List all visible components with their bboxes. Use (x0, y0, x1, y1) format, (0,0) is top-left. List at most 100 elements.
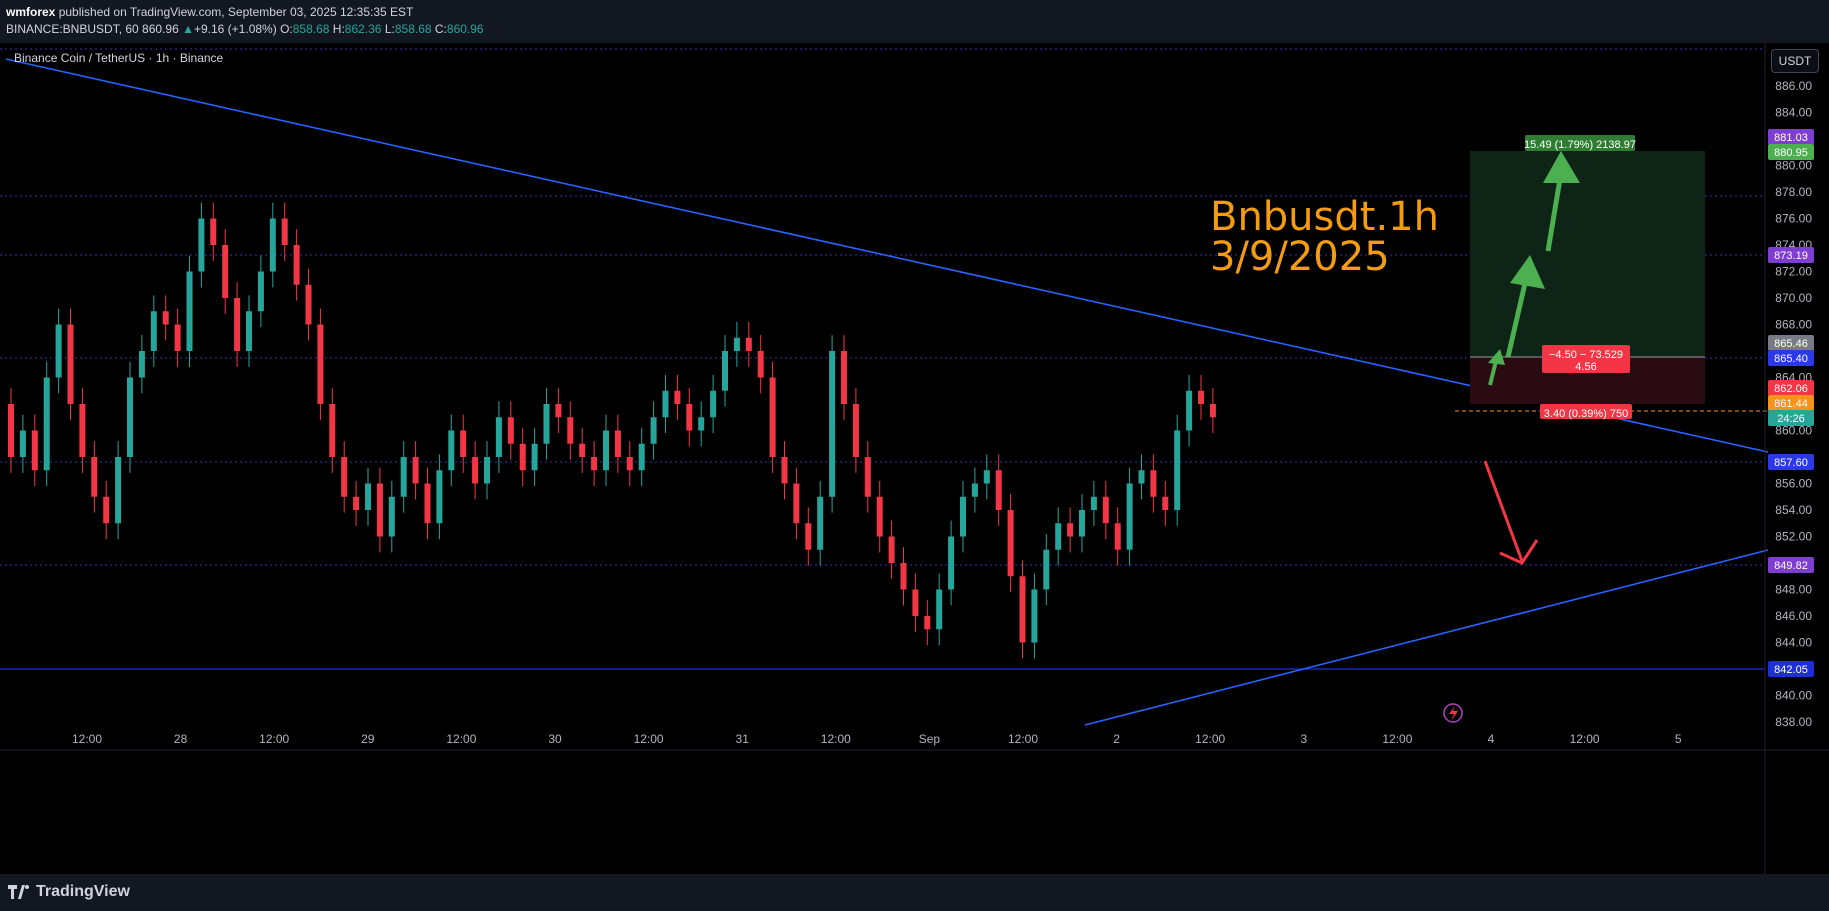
candle-body (567, 417, 574, 444)
price-tick-label: 846.00 (1775, 609, 1812, 623)
candle-body (1209, 404, 1216, 418)
price-badge[interactable]: 865.40 (1768, 350, 1814, 366)
target-label-text: 15.49 (1.79%) 2138.97 (1524, 139, 1636, 151)
price-badge-bg (1768, 144, 1814, 160)
price-badge-bg (1768, 247, 1814, 263)
candle-body (1079, 510, 1085, 537)
price-badge[interactable]: 849.82 (1768, 557, 1814, 573)
price-badge-text: 862.06 (1774, 383, 1808, 395)
candle-body (115, 457, 122, 524)
price-badge[interactable]: 862.06 (1768, 380, 1814, 396)
candle-body (888, 536, 895, 563)
target-label-bg (1525, 135, 1635, 151)
time-tick-label: 12:00 (72, 732, 102, 746)
candle-body (531, 443, 538, 471)
candle-body (579, 443, 586, 457)
candle-body (1102, 496, 1109, 524)
candle-body (1019, 576, 1026, 643)
price-badge[interactable]: 873.19 (1768, 247, 1814, 263)
publisher-name[interactable]: wmforex (6, 5, 56, 19)
price-badge-bg (1768, 395, 1814, 411)
candle-body (519, 443, 526, 471)
price-badge-text: 865.40 (1774, 353, 1808, 365)
price-badge[interactable]: 842.05 (1768, 661, 1814, 677)
high-value: 862.36 (344, 22, 382, 36)
price-tick-label: 868.00 (1775, 318, 1812, 332)
price-tick-label: 840.00 (1775, 689, 1812, 703)
time-tick-label: 3 (1300, 732, 1307, 746)
time-tick-label: 31 (736, 732, 750, 746)
candle-body (138, 351, 145, 378)
price-tick-label: 844.00 (1775, 636, 1812, 650)
entry-label[interactable]: 3.40 (0.39%) 750 (1540, 404, 1632, 420)
price-badge[interactable]: 865.46 (1768, 335, 1814, 351)
entry-label-text: 3.40 (0.39%) 750 (1544, 408, 1628, 420)
price-tick-label: 860.00 (1775, 424, 1812, 438)
candle-body (674, 390, 681, 404)
candle-body (1186, 390, 1193, 431)
open-label: O: (280, 22, 293, 36)
candle-body (698, 417, 705, 431)
target-zone[interactable] (1470, 151, 1705, 357)
tradingview-logo[interactable]: TradingView (8, 883, 130, 901)
candle-body (650, 417, 657, 444)
time-tick-label: 12:00 (1382, 732, 1412, 746)
green-arrow-1-head-icon (1488, 349, 1505, 365)
price-tick-label: 852.00 (1775, 530, 1812, 544)
price-badge-text: 24:26 (1777, 413, 1805, 425)
candle-body (19, 430, 26, 457)
price-tick-label: 872.00 (1775, 265, 1812, 279)
time-tick-label: 12:00 (446, 732, 476, 746)
candle-body (305, 284, 312, 325)
price-badge[interactable]: 24:26 (1768, 410, 1814, 426)
price-badge-text: 880.95 (1774, 147, 1808, 159)
symbol-ohlc-line: BINANCE:BNBUSDT, 60 860.96 ▲+9.16 (+1.08… (6, 22, 484, 36)
price-tick-label: 880.00 (1775, 159, 1812, 173)
candle-body (269, 218, 276, 272)
candle-body (460, 430, 467, 457)
candle-body (257, 271, 264, 312)
price-badge-text: 873.19 (1774, 250, 1808, 262)
price-badge[interactable]: 880.95 (1768, 144, 1814, 160)
lightning-icon[interactable] (1443, 703, 1463, 723)
lightning-icon-ring (1443, 703, 1463, 723)
time-tick-label: 12:00 (634, 732, 664, 746)
candle-body (341, 457, 348, 497)
time-tick-label: 2 (1113, 732, 1120, 746)
price-tick-label: 870.00 (1775, 291, 1812, 305)
candle-body (1067, 523, 1074, 537)
annotation-date: 3/9/2025 (1210, 234, 1390, 280)
candle-body (246, 311, 252, 351)
ascending-trendline[interactable] (1084, 549, 1769, 726)
candle-body (960, 496, 966, 537)
candle-body (924, 616, 931, 630)
green-arrow-2-icon (1505, 278, 1529, 358)
candle-body (507, 417, 514, 444)
candle-body (626, 457, 633, 471)
red-arrow-icon (1483, 460, 1524, 562)
price-badge-bg (1768, 335, 1814, 351)
price-badge[interactable]: 861.44 (1768, 395, 1814, 411)
candle-body (365, 483, 371, 510)
price-tick-label: 838.00 (1775, 715, 1812, 729)
entry-label-bg (1540, 404, 1632, 419)
candle-body (234, 298, 241, 351)
candle-body (317, 324, 324, 404)
candle-body (864, 457, 871, 497)
candle-body (1126, 483, 1133, 550)
chart-annotation[interactable]: Bnbusdt.1h 3/9/2025 (1210, 197, 1439, 277)
target-label[interactable]: 15.49 (1.79%) 2138.97 (1524, 135, 1636, 151)
time-tick-label: 12:00 (1195, 732, 1225, 746)
candle-body (591, 457, 598, 471)
chart-pane[interactable]: 15.49 (1.79%) 2138.97 −4.50 − 73.529 4.56 3… (0, 43, 1829, 874)
published-text: published on TradingView.com, September … (58, 5, 414, 19)
currency-button[interactable]: USDT (1771, 49, 1819, 73)
green-arrow-3-icon (1545, 178, 1563, 252)
candle-body (412, 457, 419, 484)
candle-body (983, 470, 990, 484)
open-value: 858.68 (292, 22, 330, 36)
price-badge[interactable]: 881.03 (1768, 129, 1814, 145)
price-badge[interactable]: 857.60 (1768, 454, 1814, 470)
